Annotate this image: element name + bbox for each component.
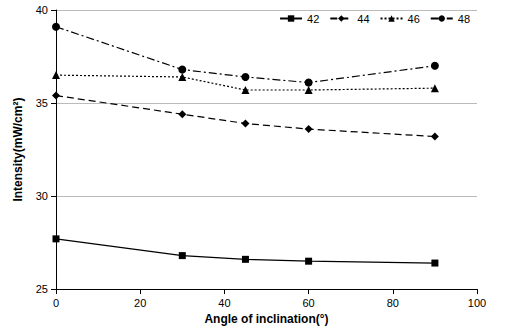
svg-text:60: 60 bbox=[302, 297, 314, 309]
svg-text:40: 40 bbox=[218, 297, 230, 309]
svg-text:20: 20 bbox=[134, 297, 146, 309]
svg-text:80: 80 bbox=[387, 297, 399, 309]
svg-text:0: 0 bbox=[53, 297, 59, 309]
svg-text:100: 100 bbox=[468, 297, 486, 309]
svg-text:Intensity(mW/cm²): Intensity(mW/cm²) bbox=[11, 98, 25, 202]
svg-text:42: 42 bbox=[307, 13, 319, 25]
svg-text:46: 46 bbox=[408, 13, 420, 25]
svg-text:Angle of inclination(°): Angle of inclination(°) bbox=[204, 312, 328, 326]
svg-text:40: 40 bbox=[36, 4, 48, 16]
svg-text:48: 48 bbox=[458, 13, 470, 25]
svg-text:25: 25 bbox=[36, 283, 48, 295]
svg-text:35: 35 bbox=[36, 97, 48, 109]
svg-text:44: 44 bbox=[357, 13, 369, 25]
svg-text:30: 30 bbox=[36, 190, 48, 202]
